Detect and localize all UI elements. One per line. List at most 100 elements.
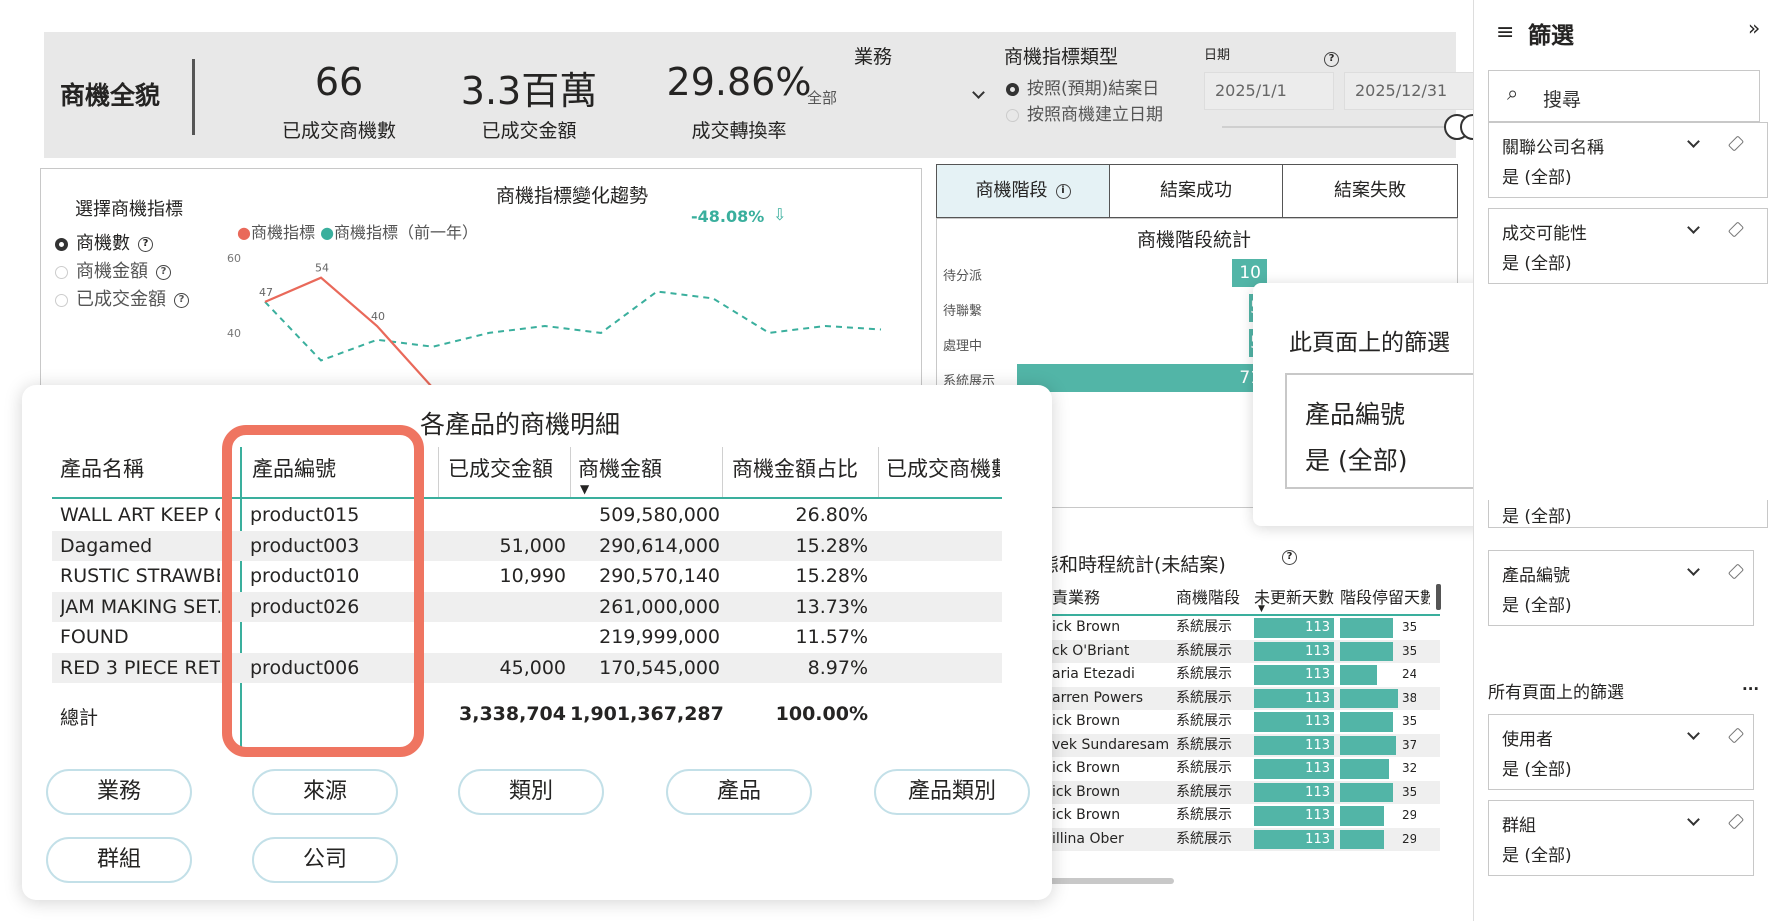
days-cell: 113 (1254, 759, 1334, 779)
clear-filter-icon[interactable] (1727, 727, 1745, 744)
table-row[interactable]: ick Brown 系統展示 113 29 (1040, 804, 1440, 828)
filter-card-group[interactable]: 群組 是 (全部) (1488, 800, 1754, 876)
status-table-title: 態和時程統計(未結案) (1040, 554, 1226, 576)
table-row[interactable]: WALL ART KEEP C... product015 509,580,000 2… (52, 500, 1002, 531)
tab-stage[interactable]: 商機階段 i (936, 164, 1110, 218)
help-icon: ? (156, 264, 171, 280)
selector-option-1[interactable]: 商機金額? (55, 257, 171, 283)
indicator-type-option-0[interactable]: 按照(預期)結案日 (1006, 74, 1159, 99)
table-row[interactable]: arren Powers 系統展示 113 38 (1040, 686, 1440, 710)
pill-button-3[interactable]: 產品 (666, 769, 812, 815)
stay-bar (1340, 806, 1384, 826)
clear-filter-icon[interactable] (1727, 135, 1745, 152)
pill-button-6[interactable]: 公司 (252, 837, 398, 883)
business-dropdown[interactable]: 全部 (802, 80, 998, 114)
indicator-selector-title: 選擇商機指標 (75, 199, 183, 220)
product-name-cell: JAM MAKING SET... (60, 595, 220, 618)
selector-option-2[interactable]: 已成交金額? (55, 285, 189, 311)
stay-cell: 35 (1402, 620, 1416, 634)
stay-bar (1340, 759, 1389, 779)
legend-dot-icon: ● (320, 223, 335, 242)
amount-cell: 170,545,000 (599, 656, 720, 679)
product-code-cell: product026 (250, 595, 360, 618)
table-row[interactable]: ick Brown 系統展示 113 35 (1040, 616, 1440, 640)
chevron-down-icon[interactable] (1687, 135, 1700, 148)
col-header-amount[interactable]: 商機金額 (578, 457, 662, 481)
chevron-down-icon[interactable] (1687, 813, 1700, 826)
table-row[interactable]: ick Brown 系統展示 113 32 (1040, 757, 1440, 781)
owner-cell: arren Powers (1052, 689, 1144, 706)
col-header-code[interactable]: 產品編號 (252, 457, 336, 481)
date-end-input[interactable]: 2025/12/31 (1344, 72, 1474, 110)
stage-cell: 系統展示 (1176, 736, 1232, 753)
date-slider-track[interactable] (1222, 126, 1462, 128)
pill-button-2[interactable]: 類別 (458, 769, 604, 815)
col-header-name[interactable]: 產品名稱 (60, 457, 144, 481)
table-row[interactable]: Dagamed product003 51,000 290,614,000 15.28% (52, 530, 1002, 561)
amount-cell: 101,232,000 (570, 683, 720, 690)
chevron-down-icon[interactable] (1687, 221, 1700, 234)
pill-button-4[interactable]: 產品類別 (874, 769, 1030, 815)
table-row[interactable]: FOUND 219,999,000 11.57% (52, 622, 1002, 653)
horizontal-scrollbar[interactable] (1044, 878, 1174, 884)
selector-option-0[interactable]: 商機數? (55, 229, 153, 255)
kpi-closed-count-label: 已成交商機數 (281, 120, 396, 142)
status-header-stay: 階段停留天數 (1340, 588, 1430, 607)
indicator-type-option-1[interactable]: 按照商機建立日期 (1006, 100, 1163, 125)
indicator-type-title: 商機指標類型 (1004, 46, 1119, 68)
stage-bar[interactable]: 10 (1232, 259, 1267, 287)
filter-pane: ≡ 篩選 » ⌕ 搜尋 關聯公司名稱 是 (全部) 成交可能性 是 (全部) 是… (1473, 0, 1781, 921)
clear-filter-icon[interactable] (1727, 813, 1745, 830)
pill-button-0[interactable]: 業務 (46, 769, 192, 815)
table-row[interactable]: vek Sundaresam 系統展示 113 37 (1040, 733, 1440, 757)
pill-button-1[interactable]: 來源 (252, 769, 398, 815)
search-placeholder: 搜尋 (1543, 89, 1582, 111)
stage-bar[interactable]: 71 (1017, 364, 1267, 392)
table-row[interactable]: aria Etezadi 系統展示 113 24 (1040, 663, 1440, 687)
stay-bar (1340, 618, 1393, 638)
table-row[interactable]: ick Brown 系統展示 113 35 (1040, 710, 1440, 734)
filter-card-user[interactable]: 使用者 是 (全部) (1488, 714, 1754, 790)
table-row[interactable]: ick Brown 系統展示 113 35 (1040, 780, 1440, 804)
filter-card-product-code[interactable]: 產品編號 是 (全部) (1488, 550, 1754, 626)
days-cell: 113 (1254, 618, 1334, 638)
total-label: 總計 (60, 707, 99, 729)
vertical-scrollbar[interactable] (1436, 584, 1441, 610)
point-label: 47 (259, 286, 273, 299)
col-header-ratio[interactable]: 商機金額占比 (732, 457, 858, 481)
filter-card-probability[interactable]: 成交可能性 是 (全部) (1488, 208, 1768, 284)
table-row[interactable]: RUSTIC STRAWBE... product010 10,990 290,570… (52, 561, 1002, 592)
filter-search-input[interactable]: ⌕ 搜尋 (1488, 70, 1760, 122)
table-row[interactable]: ck O'Briant 系統展示 113 35 (1040, 639, 1440, 663)
clear-filter-icon[interactable] (1727, 563, 1745, 580)
days-cell: 113 (1254, 665, 1334, 685)
tab-closed-lost[interactable]: 結案失敗 (1282, 164, 1458, 218)
tab-closed-won[interactable]: 結案成功 (1109, 164, 1283, 218)
chevron-down-icon[interactable] (1687, 563, 1700, 576)
status-header-days: 未更新天數 (1254, 588, 1335, 607)
table-row[interactable]: illina Ober 系統展示 113 29 (1040, 827, 1440, 851)
filter-card-partial[interactable]: 是 (全部) (1488, 500, 1768, 528)
stay-bar (1340, 688, 1398, 708)
pill-button-5[interactable]: 群組 (46, 837, 192, 883)
business-slicer-title: 業務 (854, 46, 893, 68)
filter-card-related-company[interactable]: 關聯公司名稱 是 (全部) (1488, 122, 1768, 198)
col-header-closed-count[interactable]: 已成交商機數 (886, 457, 1000, 481)
y-tick-label: 60 (227, 252, 241, 265)
closed-amount-cell: 45,000 (499, 656, 566, 679)
help-icon[interactable]: ? (1324, 52, 1339, 67)
date-start-input[interactable]: 2025/1/1 (1204, 72, 1334, 110)
stage-cell: 系統展示 (1176, 666, 1232, 682)
clear-filter-icon[interactable] (1727, 221, 1745, 238)
trend-chart: 60 40 47 54 40 (227, 252, 882, 389)
stay-bar (1340, 735, 1396, 755)
table-row[interactable]: RED 3 PIECE RET... product006 45,000 170,54… (52, 652, 1002, 683)
table-row[interactable]: PAPER CRAFT , LI... 101,232,0005.32% (52, 683, 1002, 690)
more-options-icon[interactable]: ... (1742, 676, 1760, 694)
collapse-pane-icon[interactable]: » (1748, 16, 1761, 40)
chevron-down-icon[interactable] (1687, 727, 1700, 740)
table-row[interactable]: JAM MAKING SET... product026 261,000,000 13… (52, 591, 1002, 622)
amount-cell: 290,570,140 (599, 565, 720, 587)
product-name-cell: RUSTIC STRAWBE... (60, 565, 220, 587)
col-header-closed[interactable]: 已成交金額 (448, 457, 553, 481)
